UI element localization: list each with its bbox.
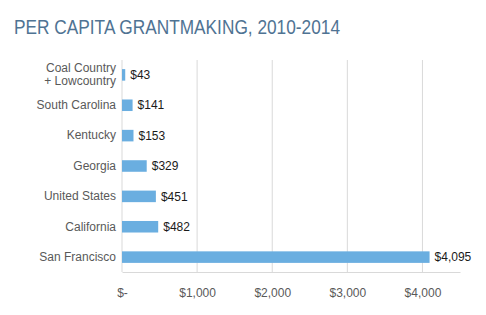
data-label: $4,095 [435,250,472,264]
bar [122,251,430,263]
category-label: California [65,220,116,234]
category-label: Coal Country+ Lowcountry [44,61,116,88]
category-tick: Kentucky [67,128,122,142]
title: PER CAPITA GRANTMAKING, 2010-2014 [14,15,340,38]
data-label: $43 [130,68,150,82]
bars [122,69,430,263]
bar [122,160,147,172]
category-tick: San Francisco [39,250,122,264]
bar [122,69,125,81]
tick: $- [117,272,128,300]
tick-label: $2,000 [254,286,291,300]
bar [122,99,133,111]
tick: $4,000 [405,272,442,300]
grid-line [347,60,348,272]
tick: $1,000 [179,272,216,300]
chart: PER CAPITA GRANTMAKING, 2010-2014 $- $1,00… [0,0,486,315]
bar [122,191,156,203]
data-label: $141 [138,98,165,112]
bar [122,221,158,233]
data-label: $451 [161,190,188,204]
data-labels: $43 $141 $153 $329 $451 $482 $4,095 [130,68,471,264]
tick: $2,000 [254,272,291,300]
category-label: South Carolina [37,98,117,112]
category-label: San Francisco [39,250,116,264]
category-label: United States [44,189,116,203]
data-label: $482 [163,220,190,234]
category-tick: Georgia [73,159,122,173]
grid-line [272,60,273,272]
category-tick: South Carolina [37,98,122,112]
grid-line [422,60,423,272]
category-label: Kentucky [67,128,116,142]
tick-label: $1,000 [179,286,216,300]
tick-label: $4,000 [405,286,442,300]
category-label: Georgia [73,159,116,173]
bar [122,130,133,142]
grid-line [197,60,198,272]
tick-label: $- [117,286,128,300]
grid [122,60,422,272]
data-label: $153 [138,129,165,143]
axis-line [123,272,461,273]
tick-label: $3,000 [329,286,366,300]
category-tick: United States [44,189,122,203]
category-tick: California [65,220,122,234]
plot: $- $1,000 $2,000 $3,000 $4,000 Coal Country+ … [37,60,472,300]
tick: $3,000 [329,272,366,300]
data-label: $329 [152,159,179,173]
category-tick: Coal Country+ Lowcountry [44,61,122,88]
x-axis: $- $1,000 $2,000 $3,000 $4,000 [117,272,460,300]
y-axis: Coal Country+ Lowcountry South Carolina Ke… [37,61,122,264]
